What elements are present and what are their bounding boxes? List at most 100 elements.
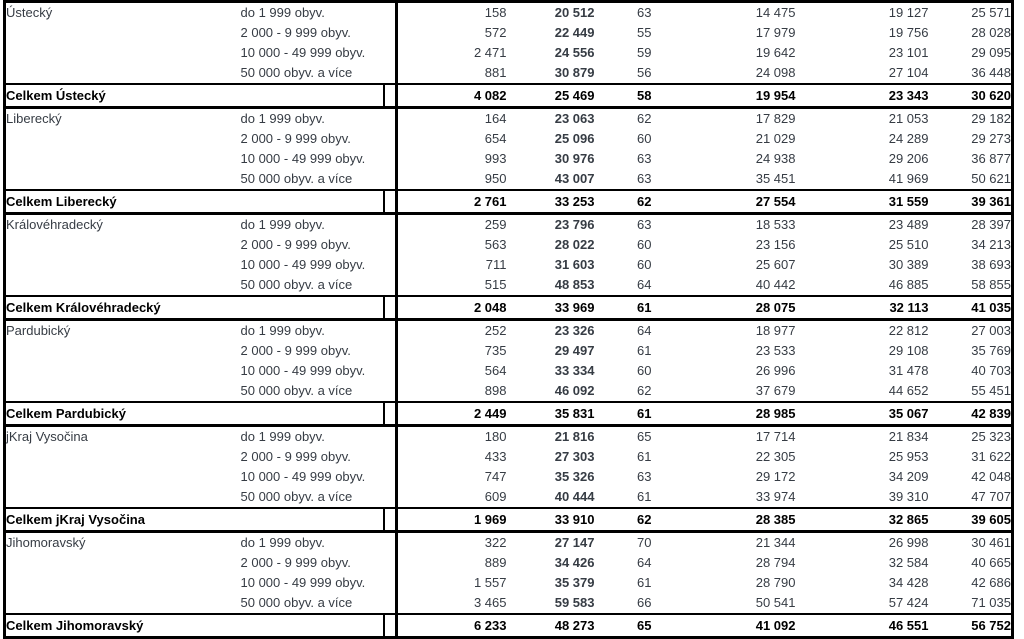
region-name bbox=[5, 553, 241, 573]
value-cell: 24 098 bbox=[755, 65, 796, 80]
column-divider bbox=[383, 129, 398, 149]
table-row: 2 000 - 9 999 obyv. 563 28 022 60 23 156 25 5… bbox=[5, 235, 1013, 255]
total-row: Celkem Jihomoravský 6 233 48 273 65 41 092 46… bbox=[4, 613, 1013, 639]
value-cell: 22 449 bbox=[554, 25, 595, 40]
value-cell: 61 bbox=[637, 489, 652, 504]
size-category: 10 000 - 49 999 obyv. bbox=[240, 575, 366, 590]
table-row: 50 000 obyv. a více 3 465 59 583 66 50 541 57… bbox=[5, 593, 1013, 614]
column-divider bbox=[383, 319, 398, 341]
value-cell: 63 bbox=[637, 217, 652, 232]
value-cell: 63 bbox=[637, 171, 652, 186]
value-cell: 31 622 bbox=[971, 449, 1011, 464]
total-value: 33 910 bbox=[506, 507, 595, 533]
value-cell: 28 790 bbox=[755, 575, 796, 590]
value-cell: 46 885 bbox=[888, 277, 929, 292]
value-cell: 23 489 bbox=[888, 217, 929, 232]
total-value: 61 bbox=[594, 295, 652, 321]
total-value: 32 113 bbox=[795, 295, 929, 321]
value-cell: 515 bbox=[484, 277, 507, 292]
value-cell: 57 424 bbox=[888, 595, 929, 610]
total-value: 35 831 bbox=[506, 401, 595, 427]
value-cell: 40 442 bbox=[755, 277, 796, 292]
region-name: jKraj Vysočina bbox=[6, 429, 88, 444]
value-cell: 30 879 bbox=[554, 65, 595, 80]
value-cell: 158 bbox=[484, 5, 507, 20]
column-divider bbox=[383, 553, 398, 573]
value-cell: 64 bbox=[637, 277, 652, 292]
table-row: jKraj Vysočina do 1 999 obyv. 180 21 816 65 1… bbox=[5, 425, 1013, 447]
region-name bbox=[5, 341, 241, 361]
value-cell: 563 bbox=[484, 237, 507, 252]
value-cell: 35 379 bbox=[554, 575, 595, 590]
size-category: 2 000 - 9 999 obyv. bbox=[240, 343, 351, 358]
value-cell: 24 289 bbox=[888, 131, 929, 146]
regional-statistics-table: Ústecký do 1 999 obyv. 158 20 512 63 14 475 19… bbox=[3, 0, 1014, 639]
size-category: do 1 999 obyv. bbox=[240, 323, 325, 338]
value-cell: 26 998 bbox=[888, 535, 929, 550]
column-divider bbox=[383, 1, 398, 23]
value-cell: 63 bbox=[637, 5, 652, 20]
value-cell: 62 bbox=[637, 111, 652, 126]
value-cell: 37 679 bbox=[755, 383, 796, 398]
column-divider bbox=[383, 213, 398, 235]
column-divider bbox=[383, 235, 398, 255]
value-cell: 28 397 bbox=[971, 217, 1011, 232]
value-cell: 36 448 bbox=[971, 65, 1011, 80]
total-value: 30 620 bbox=[928, 83, 1013, 109]
column-divider bbox=[383, 295, 398, 321]
region-name: Královéhradecký bbox=[6, 217, 103, 232]
column-divider bbox=[383, 593, 398, 614]
region-name bbox=[5, 361, 241, 381]
size-category: 50 000 obyv. a více bbox=[240, 277, 353, 292]
value-cell: 17 979 bbox=[755, 25, 796, 40]
total-value: 19 954 bbox=[651, 83, 796, 109]
value-cell: 28 028 bbox=[971, 25, 1011, 40]
value-cell: 25 571 bbox=[971, 5, 1011, 20]
total-value: 62 bbox=[594, 189, 652, 215]
column-divider bbox=[383, 83, 398, 109]
table-row: 50 000 obyv. a více 515 48 853 64 40 442 46 8… bbox=[5, 275, 1013, 296]
size-category: 2 000 - 9 999 obyv. bbox=[240, 131, 351, 146]
value-cell: 47 707 bbox=[971, 489, 1011, 504]
value-cell: 433 bbox=[484, 449, 507, 464]
total-value: 58 bbox=[594, 83, 652, 109]
column-divider bbox=[383, 63, 398, 84]
total-value: 23 343 bbox=[795, 83, 929, 109]
size-category: 2 000 - 9 999 obyv. bbox=[240, 449, 351, 464]
value-cell: 34 428 bbox=[888, 575, 929, 590]
table-row: 10 000 - 49 999 obyv. 711 31 603 60 25 607 30… bbox=[5, 255, 1013, 275]
value-cell: 61 bbox=[637, 575, 652, 590]
value-cell: 20 512 bbox=[554, 5, 595, 20]
value-cell: 27 147 bbox=[554, 535, 595, 550]
total-row: Celkem Liberecký 2 761 33 253 62 27 554 31 55… bbox=[4, 189, 1013, 215]
value-cell: 44 652 bbox=[888, 383, 929, 398]
region-name bbox=[5, 381, 241, 402]
value-cell: 27 303 bbox=[554, 449, 595, 464]
value-cell: 898 bbox=[484, 383, 507, 398]
column-divider bbox=[383, 401, 398, 427]
value-cell: 17 714 bbox=[755, 429, 796, 444]
value-cell: 881 bbox=[484, 65, 507, 80]
value-cell: 24 556 bbox=[554, 45, 595, 60]
value-cell: 32 584 bbox=[888, 555, 929, 570]
value-cell: 40 703 bbox=[971, 363, 1011, 378]
value-cell: 252 bbox=[484, 323, 507, 338]
value-cell: 61 bbox=[637, 343, 652, 358]
value-cell: 33 974 bbox=[755, 489, 796, 504]
value-cell: 60 bbox=[637, 363, 652, 378]
total-value: 25 469 bbox=[506, 83, 595, 109]
value-cell: 180 bbox=[484, 429, 507, 444]
value-cell: 29 273 bbox=[971, 131, 1011, 146]
region-name: Jihomoravský bbox=[6, 535, 86, 550]
value-cell: 40 444 bbox=[554, 489, 595, 504]
value-cell: 25 607 bbox=[755, 257, 796, 272]
value-cell: 34 213 bbox=[971, 237, 1011, 252]
value-cell: 33 334 bbox=[554, 363, 595, 378]
table-row: 50 000 obyv. a více 609 40 444 61 33 974 39 3… bbox=[5, 487, 1013, 508]
region-name bbox=[5, 573, 241, 593]
table-row: Jihomoravský do 1 999 obyv. 322 27 147 70 21 … bbox=[5, 531, 1013, 553]
size-category: 10 000 - 49 999 obyv. bbox=[240, 257, 366, 272]
value-cell: 66 bbox=[637, 595, 652, 610]
value-cell: 25 510 bbox=[888, 237, 929, 252]
total-value: 2 449 bbox=[396, 401, 507, 427]
